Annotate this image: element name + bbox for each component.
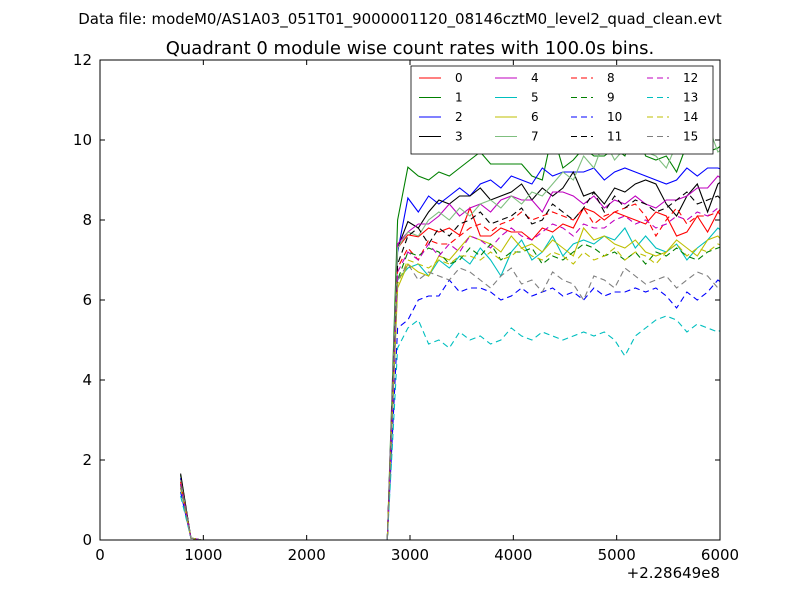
- series-line-3: [180, 170, 720, 540]
- y-tick-label: 4: [82, 371, 92, 389]
- legend-label-0: 0: [455, 71, 463, 85]
- series-line-7: [180, 122, 720, 540]
- series-line-12: [180, 207, 720, 540]
- series-line-4: [180, 175, 720, 540]
- series-line-11: [180, 190, 720, 540]
- legend-label-13: 13: [683, 91, 698, 105]
- plot-area: 0 1000 2000 3000 4000 5000 6000024681012012345…: [73, 51, 739, 564]
- x-tick-label: 4000: [494, 546, 532, 564]
- series-line-13: [180, 315, 720, 540]
- legend-label-1: 1: [455, 91, 463, 105]
- y-tick-label: 0: [82, 531, 92, 549]
- series-line-10: [180, 279, 720, 540]
- chart-suptitle: Data file: modeM0/AS1A03_051T01_90000011…: [78, 10, 722, 29]
- series-line-15: [180, 262, 720, 540]
- plot-frame: [99, 59, 721, 541]
- legend-label-8: 8: [607, 71, 615, 85]
- legend-label-10: 10: [607, 110, 622, 124]
- series-line-6: [180, 226, 720, 540]
- series-group: [180, 122, 720, 540]
- x-tick-label: 6000: [701, 546, 739, 564]
- series-line-5: [180, 227, 720, 540]
- legend-label-9: 9: [607, 91, 615, 105]
- x-tick-label: 0: [95, 546, 105, 564]
- x-tick-label: 2000: [288, 546, 326, 564]
- y-tick-label: 6: [82, 291, 92, 309]
- y-tick-label: 12: [73, 51, 92, 69]
- legend-label-5: 5: [531, 91, 539, 105]
- series-line-2: [180, 167, 720, 540]
- legend-label-12: 12: [683, 71, 698, 85]
- x-offset-label: +2.28649e8: [627, 564, 720, 582]
- x-tick-label: 5000: [598, 546, 636, 564]
- y-tick-label: 2: [82, 451, 92, 469]
- legend-label-11: 11: [607, 130, 622, 144]
- legend-label-4: 4: [531, 71, 539, 85]
- legend-label-14: 14: [683, 110, 698, 124]
- chart-title: Quadrant 0 module wise count rates with …: [166, 38, 655, 59]
- legend-label-6: 6: [531, 110, 539, 124]
- series-line-9: [180, 243, 720, 540]
- legend-label-15: 15: [683, 130, 698, 144]
- series-line-0: [180, 206, 720, 540]
- series-line-14: [180, 243, 720, 540]
- legend-box: [410, 65, 714, 155]
- x-tick-label: 3000: [391, 546, 429, 564]
- legend-label-3: 3: [455, 130, 463, 144]
- series-line-8: [180, 203, 720, 540]
- legend-label-7: 7: [531, 130, 539, 144]
- x-tick-label: 1000: [184, 546, 222, 564]
- legend-label-2: 2: [455, 110, 463, 124]
- y-tick-label: 8: [82, 211, 92, 229]
- y-tick-label: 10: [73, 131, 92, 149]
